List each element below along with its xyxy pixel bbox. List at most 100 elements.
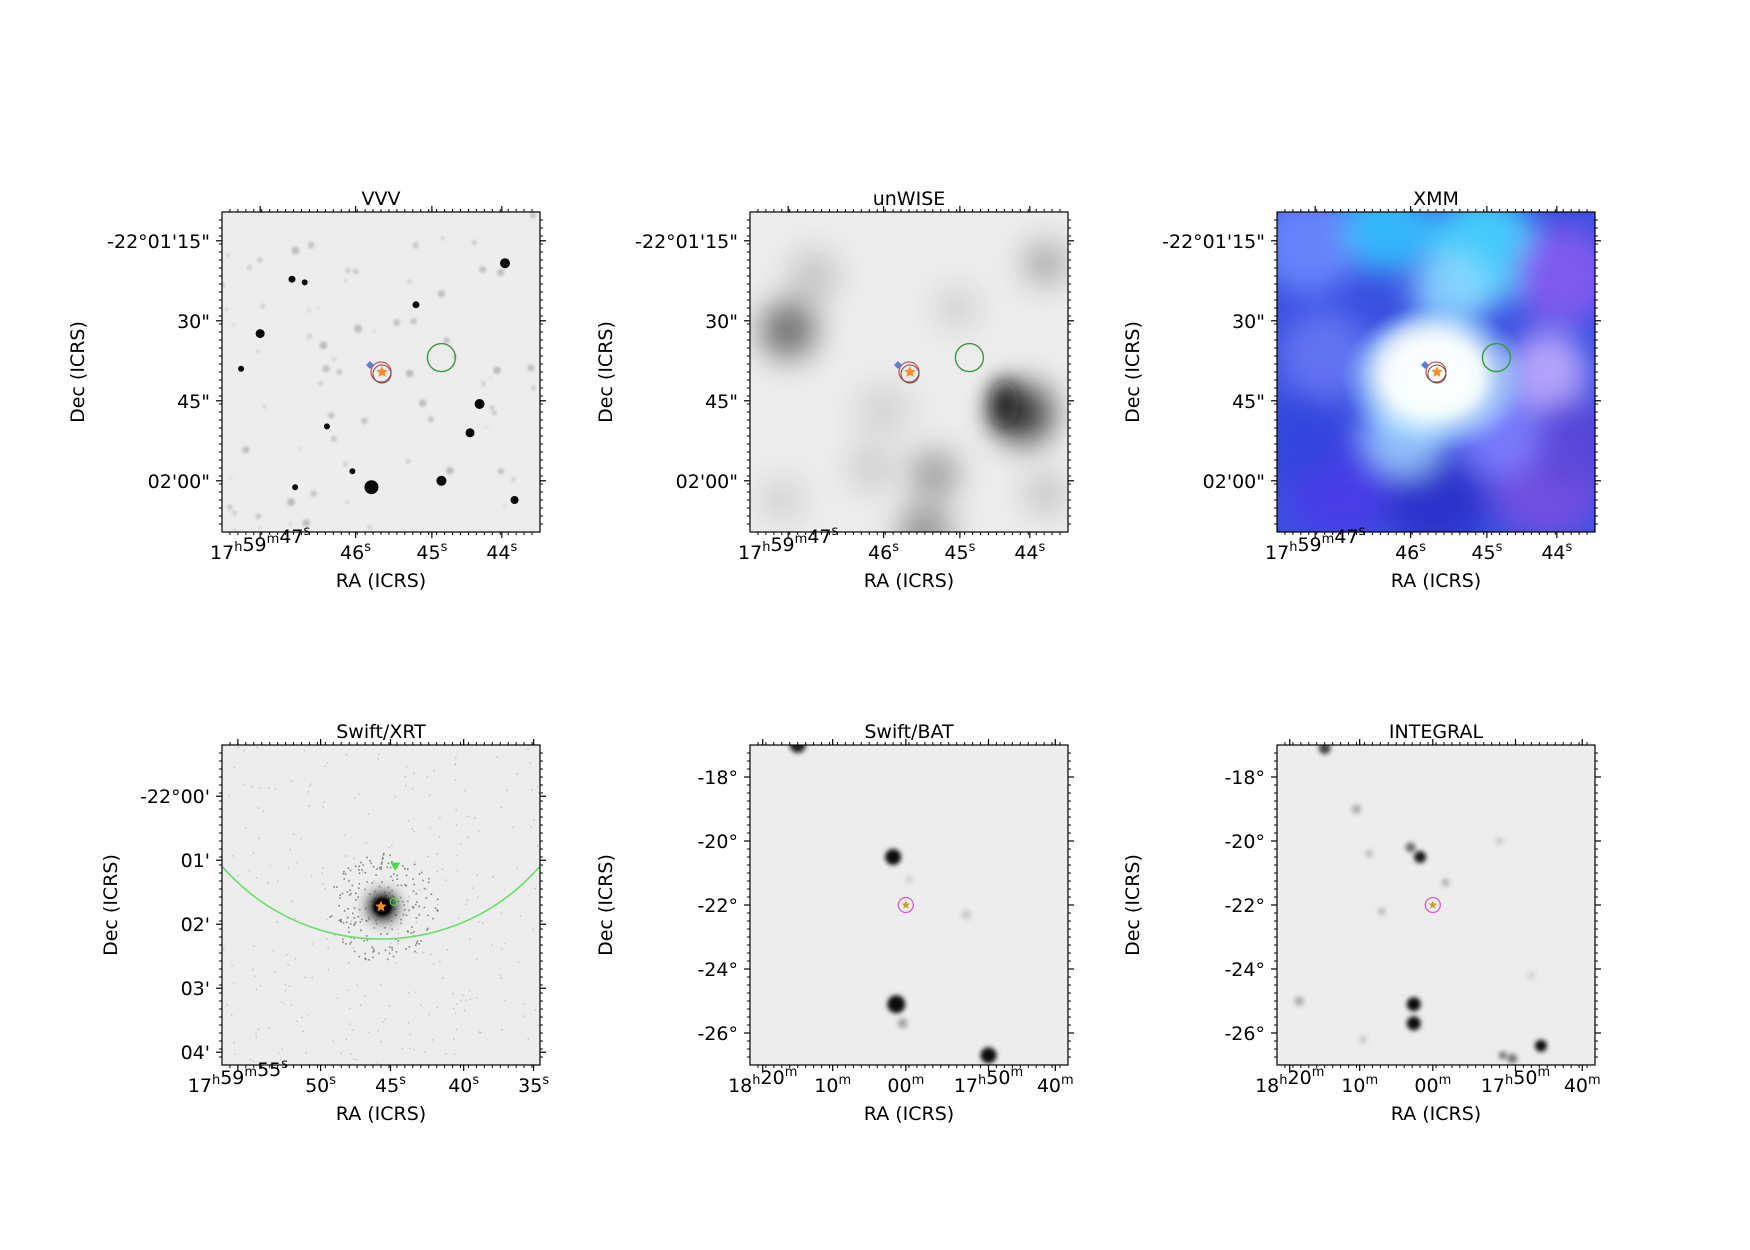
x-tick-label: 17h50m bbox=[1481, 1065, 1550, 1097]
error-circle bbox=[954, 342, 985, 373]
panel-title: INTEGRAL bbox=[1389, 721, 1484, 743]
minor-ticks bbox=[219, 742, 543, 1068]
panel-image bbox=[1277, 212, 1595, 532]
diamond-marker bbox=[1421, 361, 1429, 369]
x-tick-label: 17h59m55s bbox=[188, 1057, 288, 1097]
panel-unwise: unWISE 17h59m47s 46s 45s 44s -22°01'15" 30" 45"… bbox=[595, 188, 1074, 592]
panel-swift-xrt: Swift/XRT 17h59m55s 50s 45s 40s 35s -22°00' 01'… bbox=[100, 721, 549, 1125]
panel-integral: INTEGRAL 18h20m 10m 00m 17h50m 40m -18° -20° -22… bbox=[1122, 721, 1601, 1125]
x-tick-label: 44s bbox=[1541, 540, 1572, 564]
x-tick-label: 35s bbox=[518, 1073, 549, 1097]
panel-image bbox=[750, 212, 1068, 532]
x-axis-label: RA (ICRS) bbox=[864, 1103, 954, 1125]
y-tick-label: 45" bbox=[177, 391, 210, 413]
star-marker bbox=[904, 366, 916, 377]
y-tick-label: 45" bbox=[1232, 391, 1265, 413]
x-tick-label: 40m bbox=[1564, 1073, 1601, 1097]
panel-title: unWISE bbox=[873, 188, 946, 210]
y-tick-label: 01' bbox=[181, 850, 210, 872]
error-circle bbox=[900, 364, 920, 384]
panel-title: Swift/BAT bbox=[864, 721, 954, 743]
y-tick-label: -20° bbox=[697, 831, 738, 853]
y-tick-label: -24° bbox=[697, 959, 738, 981]
x-tick-label: 00m bbox=[1414, 1073, 1451, 1097]
x-tick-label: 17h59m47s bbox=[1265, 524, 1365, 564]
star-marker bbox=[376, 366, 388, 377]
y-axis-label: Dec (ICRS) bbox=[100, 854, 122, 956]
y-tick-label: -20° bbox=[1224, 831, 1265, 853]
error-circle bbox=[372, 364, 392, 384]
x-axis-label: RA (ICRS) bbox=[1391, 570, 1481, 592]
x-tick-label: 50s bbox=[305, 1073, 336, 1097]
error-circle bbox=[1424, 896, 1441, 914]
error-circle bbox=[222, 864, 540, 940]
x-tick-label: 17h59m47s bbox=[210, 524, 310, 564]
y-axis-label: Dec (ICRS) bbox=[1122, 321, 1144, 423]
x-tick-label: 45s bbox=[944, 540, 975, 564]
error-circle bbox=[1481, 342, 1512, 373]
star-marker bbox=[1428, 900, 1438, 909]
star-marker bbox=[901, 900, 911, 909]
x-axis-label: RA (ICRS) bbox=[336, 570, 426, 592]
y-tick-label: 03' bbox=[181, 978, 210, 1000]
x-tick-label: 46s bbox=[340, 540, 371, 564]
y-tick-label: -22°01'15" bbox=[1162, 231, 1265, 253]
x-tick-label: 18h20m bbox=[728, 1065, 797, 1097]
y-tick-label: -22° bbox=[1224, 895, 1265, 917]
diamond-marker bbox=[894, 361, 902, 369]
x-tick-label: 17h59m47s bbox=[738, 524, 838, 564]
x-tick-label: 17h50m bbox=[954, 1065, 1023, 1097]
x-tick-label: 45s bbox=[1471, 540, 1502, 564]
triangle-marker bbox=[390, 862, 401, 871]
minor-ticks bbox=[219, 209, 543, 535]
panel-title: Swift/XRT bbox=[336, 721, 426, 743]
x-tick-label: 45s bbox=[375, 1073, 406, 1097]
error-circle bbox=[426, 342, 457, 373]
panel-image bbox=[222, 212, 540, 532]
y-tick-label: -22° bbox=[697, 895, 738, 917]
y-tick-label: 30" bbox=[1232, 311, 1265, 333]
y-tick-label: 02'00" bbox=[1203, 471, 1265, 493]
y-tick-label: -18° bbox=[1224, 767, 1265, 789]
y-tick-label: -26° bbox=[697, 1023, 738, 1045]
y-tick-label: 02' bbox=[181, 914, 210, 936]
x-tick-label: 45s bbox=[416, 540, 447, 564]
x-axis-label: RA (ICRS) bbox=[1391, 1103, 1481, 1125]
panel-swift-bat: Swift/BAT 18h20m 10m 00m 17h50m 40m -18° -20° -2… bbox=[595, 721, 1074, 1125]
panel-vvv: VVV 17h59m47s 46s 45s 44s -22°01'15" 30" 45" 02'… bbox=[67, 188, 546, 592]
x-tick-label: 40s bbox=[448, 1073, 479, 1097]
panel-title: VVV bbox=[362, 188, 401, 210]
x-tick-label: 46s bbox=[1395, 540, 1426, 564]
panel-title: XMM bbox=[1413, 188, 1459, 210]
x-tick-label: 10m bbox=[814, 1073, 851, 1097]
y-tick-label: -22°01'15" bbox=[635, 231, 738, 253]
y-tick-label: 45" bbox=[705, 391, 738, 413]
minor-ticks bbox=[1274, 742, 1598, 1068]
y-axis-label: Dec (ICRS) bbox=[595, 321, 617, 423]
panel-image bbox=[750, 745, 1068, 1065]
star-marker bbox=[1431, 366, 1443, 377]
panel-image bbox=[1277, 745, 1595, 1065]
error-circle bbox=[1427, 364, 1447, 384]
y-tick-label: 30" bbox=[705, 311, 738, 333]
error-circle bbox=[897, 896, 914, 914]
y-axis-label: Dec (ICRS) bbox=[1122, 854, 1144, 956]
y-tick-label: -26° bbox=[1224, 1023, 1265, 1045]
y-axis-label: Dec (ICRS) bbox=[595, 854, 617, 956]
x-tick-label: 44s bbox=[486, 540, 517, 564]
star-marker bbox=[375, 900, 387, 912]
y-tick-label: -18° bbox=[697, 767, 738, 789]
panel-xmm: XMM 17h59m47s 46s 45s 44s -22°01'15" 30" 45" 02'… bbox=[1122, 188, 1601, 592]
y-tick-label: 04' bbox=[181, 1042, 210, 1064]
minor-ticks bbox=[1274, 209, 1598, 535]
y-tick-label: 02'00" bbox=[148, 471, 210, 493]
y-tick-label: -24° bbox=[1224, 959, 1265, 981]
y-tick-label: 30" bbox=[177, 311, 210, 333]
panel-image bbox=[222, 745, 540, 1065]
x-tick-label: 18h20m bbox=[1255, 1065, 1324, 1097]
x-tick-label: 00m bbox=[887, 1073, 924, 1097]
minor-ticks bbox=[747, 209, 1071, 535]
y-tick-label: 02'00" bbox=[676, 471, 738, 493]
y-tick-label: -22°01'15" bbox=[107, 231, 210, 253]
